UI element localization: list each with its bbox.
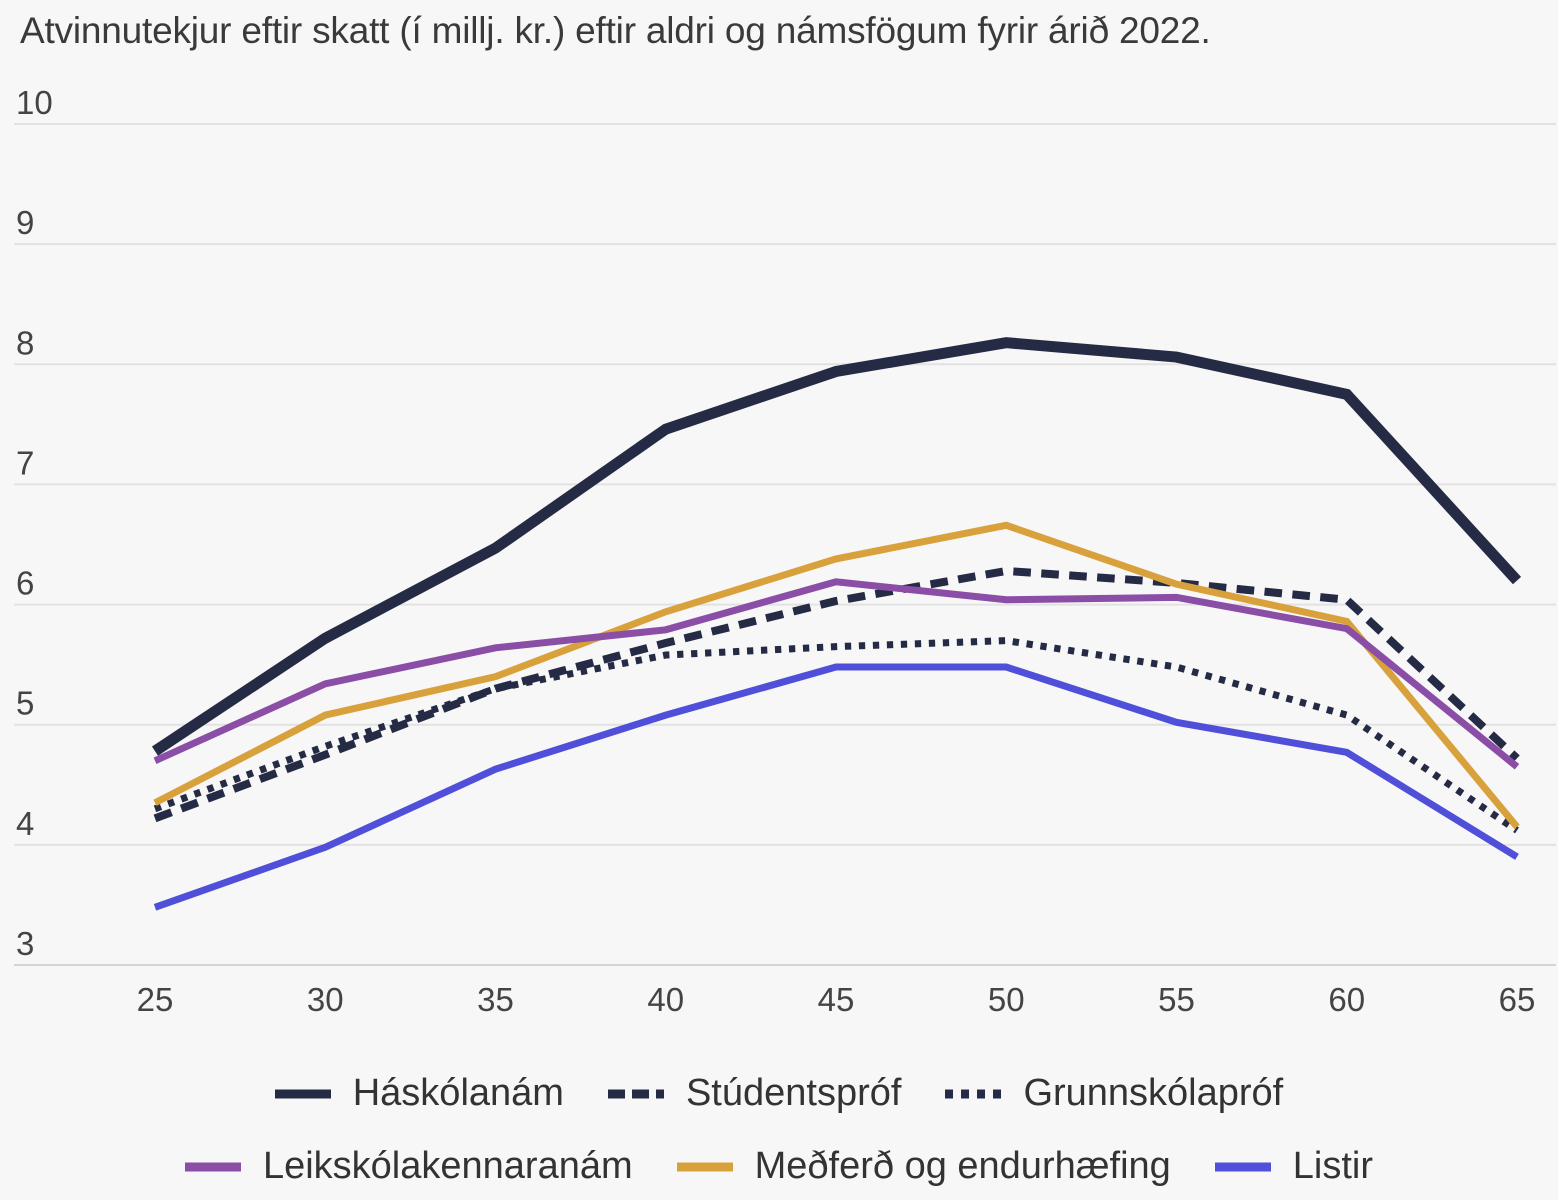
y-tick-label: 5 <box>16 685 34 722</box>
x-tick-label: 35 <box>477 981 514 1018</box>
gridlines <box>14 123 1556 966</box>
x-tick-label: 65 <box>1499 981 1536 1018</box>
y-tick-label: 4 <box>16 805 34 842</box>
chart-title: Atvinnutekjur eftir skatt (í millj. kr.)… <box>20 10 1211 51</box>
series-line-grunnskolaprof <box>153 637 1519 834</box>
y-tick-label: 10 <box>16 84 53 121</box>
legend-item: Háskólanám <box>274 1072 564 1115</box>
legend-swatch <box>184 1162 241 1171</box>
legend-row-2: Leikskólakennaranám Meðferð og endurhæfin… <box>0 1145 1558 1188</box>
legend-label: Listir <box>1292 1145 1374 1187</box>
legend-item: Stúdentspróf <box>607 1072 902 1115</box>
legend-swatch <box>607 1089 664 1098</box>
series-lines <box>151 337 1522 911</box>
series-line-studentsprof <box>153 566 1520 823</box>
y-tick-label: 7 <box>16 444 34 481</box>
series-line-mefer-og-endurhfing <box>153 521 1520 830</box>
legend-item: Meðferð og endurhæfing <box>676 1145 1171 1188</box>
x-tick-label: 45 <box>818 981 855 1018</box>
legend-item: Grunnskólapróf <box>945 1072 1283 1115</box>
x-tick-label: 30 <box>307 981 344 1018</box>
legend-row-1: Háskólanám Stúdentspróf Grunnskólapróf <box>0 1072 1558 1115</box>
y-tick-label: 3 <box>16 925 34 962</box>
series-line-listir <box>153 663 1519 911</box>
legend-swatch <box>945 1089 1002 1098</box>
series-line-leikskolakennaranam <box>153 578 1520 770</box>
legend-swatch <box>1214 1162 1271 1171</box>
series-line-haskolanam <box>151 337 1522 756</box>
y-tick-label: 6 <box>16 565 34 602</box>
y-tick-label: 8 <box>16 324 34 361</box>
y-tick-label: 9 <box>16 204 34 241</box>
x-tick-label: 55 <box>1158 981 1195 1018</box>
legend-label: Grunnskólapróf <box>1023 1072 1284 1114</box>
x-axis-ticks: 25 30 35 40 45 50 55 60 65 <box>137 981 1536 1018</box>
legend-label: Stúdentspróf <box>685 1072 902 1114</box>
legend-label: Meðferð og endurhæfing <box>754 1145 1171 1187</box>
legend-label: Háskólanám <box>352 1072 564 1114</box>
legend-label: Leikskólakennaranám <box>262 1145 633 1187</box>
legend-item: Leikskólakennaranám <box>184 1145 633 1188</box>
x-tick-label: 25 <box>137 981 174 1018</box>
legend-item: Listir <box>1214 1145 1374 1188</box>
y-axis-ticks: 3 4 5 6 7 8 9 10 <box>16 84 53 962</box>
legend-swatch <box>274 1089 331 1098</box>
x-tick-label: 50 <box>988 981 1025 1018</box>
legend-swatch <box>676 1162 733 1171</box>
x-tick-label: 40 <box>647 981 684 1018</box>
x-tick-label: 60 <box>1328 981 1365 1018</box>
